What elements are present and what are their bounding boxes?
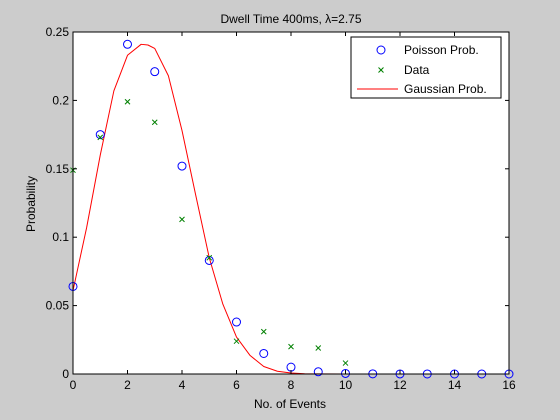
poisson-point (150, 67, 160, 77)
legend-label: Gaussian Prob. (404, 82, 487, 96)
data-point (206, 254, 213, 261)
y-tick-label: 0.2 (52, 93, 69, 107)
y-tick-label: 0.15 (46, 162, 70, 176)
data-point (260, 328, 267, 335)
poisson-point (204, 255, 214, 265)
axis-tick-labels: 0 2 4 6 8 10 12 14 16 0 0.05 0.1 0.15 0.2 0.25 (46, 25, 516, 392)
legend-entry: Gaussian Prob. (357, 82, 487, 96)
poisson-point (123, 39, 132, 49)
poisson-point (313, 367, 323, 377)
x-tick-label: 10 (339, 378, 353, 392)
data-point (342, 360, 349, 366)
data-point (288, 343, 294, 350)
poisson-point (95, 130, 105, 140)
legend-x-marker (378, 67, 384, 73)
x-tick-label: 12 (393, 378, 407, 392)
data-point (124, 98, 131, 105)
chart-title: Dwell Time 400ms, λ=2.75 (220, 12, 361, 26)
legend-label: Poisson Prob. (404, 43, 479, 57)
poisson-point (341, 368, 350, 378)
x-tick-label: 16 (502, 378, 516, 392)
x-tick-label: 14 (448, 378, 462, 392)
legend-entry: Poisson Prob. (376, 43, 479, 57)
axis-ticks (72, 31, 510, 375)
data-point (97, 134, 104, 141)
legend-entries: Poisson Prob. Data Gaussian Prob. (357, 43, 487, 96)
data-point (151, 119, 158, 126)
y-tick-label: 0.05 (46, 299, 70, 313)
poisson-point (177, 161, 187, 171)
x-tick-label: 8 (288, 378, 295, 392)
y-tick-label: 0.1 (52, 230, 69, 244)
y-tick-label: 0.25 (46, 25, 70, 39)
y-tick-label: 0 (62, 367, 69, 381)
poisson-point (259, 348, 269, 358)
poisson-point (232, 317, 241, 327)
legend-label: Data (404, 63, 430, 77)
legend-circle-marker (376, 45, 386, 55)
data-point (233, 338, 240, 345)
x-axis-label: No. of Events (254, 397, 326, 411)
legend: Poisson Prob. Data Gaussian Prob. (350, 36, 502, 99)
x-tick-label: 2 (124, 378, 131, 392)
y-axis-label: Probability (24, 176, 38, 232)
legend-box (350, 36, 502, 99)
x-tick-label: 0 (70, 378, 77, 392)
x-tick-label: 6 (233, 378, 240, 392)
data-point (179, 216, 185, 223)
x-tick-label: 4 (179, 378, 186, 392)
legend-entry: Data (378, 63, 430, 77)
data-point (315, 345, 322, 351)
